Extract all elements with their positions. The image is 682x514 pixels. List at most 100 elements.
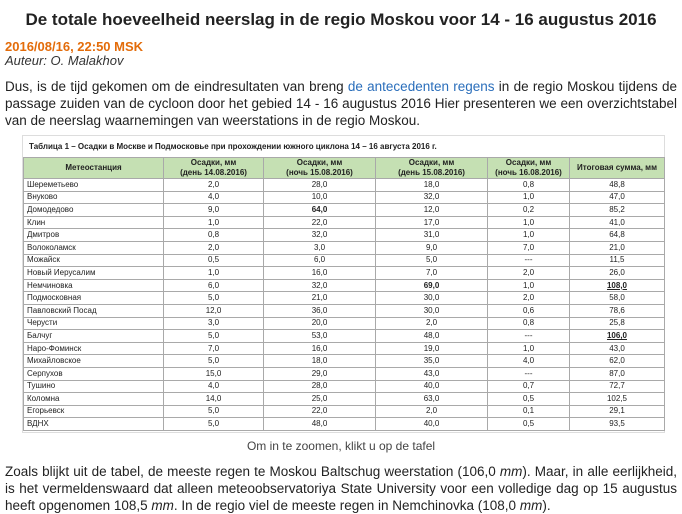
cell: Балчуг (23, 329, 164, 343)
cell: 69,0 (375, 278, 488, 293)
cell: --- (487, 253, 570, 268)
cell: 0,5 (487, 392, 570, 406)
cell: Коломна (23, 392, 164, 406)
cell: 7,0 (487, 240, 570, 255)
text: ). Maar, in alle eerlijkheid, is het ver… (5, 464, 677, 513)
cell: ВДНХ (23, 417, 164, 431)
row: Балчуг 5,0 53,0 48,0 --- 106,0 (23, 329, 665, 343)
cell: 0,7 (487, 379, 570, 394)
cell: 47,0 (569, 190, 665, 205)
cell: 64,8 (569, 228, 665, 242)
cell: 7,0 (163, 341, 264, 356)
cell: 0,8 (163, 228, 264, 242)
cell: 87,0 (569, 366, 665, 381)
cell: 12,0 (375, 203, 488, 217)
cell: 2,0 (487, 291, 570, 305)
cell: 7,0 (375, 266, 488, 280)
row: Наро-Фоминск 7,0 16,0 19,0 1,0 43,0 (23, 341, 665, 356)
cell: 72,7 (569, 379, 665, 394)
cell: 16,0 (263, 266, 376, 280)
cell: 64,0 (263, 203, 376, 217)
cell: 2,0 (375, 404, 488, 419)
row: Серпухов 15,0 29,0 43,0 --- 87,0 (23, 366, 665, 381)
cell: 26,0 (569, 266, 665, 280)
row: Можайск 0,5 6,0 5,0 --- 11,5 (23, 253, 665, 268)
cell: 36,0 (263, 303, 376, 318)
date: 2016/08/16, 22:50 MSK (5, 39, 144, 54)
unit: mm (499, 464, 523, 479)
cell: 48,8 (569, 178, 665, 192)
cell: Можайск (23, 253, 164, 268)
header-text: (день 15.08.2016) (398, 168, 465, 177)
cell: 0,2 (487, 203, 570, 217)
cell: 0,6 (487, 303, 570, 318)
cell: 85,2 (569, 203, 665, 217)
row: ВДНХ 5,0 48,0 40,0 0,5 93,5 (23, 417, 665, 431)
cell: Шереметьево (23, 178, 164, 192)
cell: Подмосковная (23, 291, 164, 305)
row: Подмосковная 5,0 21,0 30,0 2,0 58,0 (23, 291, 665, 305)
cell: 30,0 (375, 291, 488, 305)
cell: 58,0 (569, 291, 665, 305)
header-text: Метеостанция (65, 163, 122, 172)
cell: 0,1 (487, 404, 570, 419)
cell: Новый Иерусалим (23, 266, 164, 280)
row: Черусти 3,0 20,0 2,0 0,8 25,8 (23, 316, 665, 331)
cell: 19,0 (375, 341, 488, 356)
cell: 20,0 (263, 316, 376, 331)
cell: 6,0 (163, 278, 264, 293)
row: Павловский Посад 12,0 36,0 30,0 0,6 78,6 (23, 303, 665, 318)
cell: 48,0 (263, 417, 376, 431)
cell: 1,0 (163, 215, 264, 230)
header-text: Осадки, мм (190, 158, 237, 168)
cell: 43,0 (375, 366, 488, 381)
cell: 14,0 (163, 392, 264, 406)
cell: Дмитров (23, 228, 164, 242)
cell: Внуково (23, 190, 164, 205)
cell: 5,0 (163, 329, 264, 343)
cell: 1,0 (487, 190, 570, 205)
cell: 9,0 (163, 203, 264, 217)
row: Клин 1,0 22,0 17,0 1,0 41,0 (23, 215, 665, 230)
cell: 21,0 (569, 240, 665, 255)
cell: 5,0 (163, 291, 264, 305)
cell: 62,0 (569, 354, 665, 368)
cell: 32,0 (263, 278, 376, 293)
text: in de regio Moskou tijdens de passage zu… (5, 79, 677, 128)
header-text: Осадки, мм (296, 158, 343, 168)
cell: 18,0 (375, 178, 488, 192)
intro: Dus, is de tijd gekomen om de eindresult… (5, 78, 677, 129)
cell: Тушино (23, 379, 164, 394)
header-cell: Осадки, мм (ночь 15.08.2016) (263, 157, 376, 179)
text: Zoals blijkt uit de tabel, de meeste reg… (5, 464, 500, 479)
cell: 1,0 (487, 278, 570, 293)
cell: 4,0 (163, 379, 264, 394)
link[interactable]: de antecedenten regens (347, 79, 495, 94)
row: Немчиновка 6,0 32,0 69,0 1,0 108,0 (23, 278, 665, 293)
row: Михайловское 5,0 18,0 35,0 4,0 62,0 (23, 354, 665, 368)
header-text: (день 14.08.2016) (180, 168, 247, 177)
cell: 30,0 (375, 303, 488, 318)
row: Дмитров 0,8 32,0 31,0 1,0 64,8 (23, 228, 665, 242)
header-text: (ночь 15.08.2016) (286, 168, 353, 177)
cell: 43,0 (569, 341, 665, 356)
text: ). (542, 498, 551, 513)
cell: 53,0 (263, 329, 376, 343)
header-text: Итоговая сумма, мм (577, 163, 657, 172)
cell: 41,0 (569, 215, 665, 230)
header-cell: Осадки, мм (ночь 16.08.2016) (487, 157, 570, 179)
zoom-note: Om in te zoomen, klikt u op de tafel (246, 439, 436, 453)
cell: 12,0 (163, 303, 264, 318)
header-cell: Осадки, мм (день 14.08.2016) (163, 157, 264, 179)
cell: 28,0 (263, 178, 376, 192)
cell: 32,0 (263, 228, 376, 242)
cell: Михайловское (23, 354, 164, 368)
cell: 15,0 (163, 366, 264, 381)
cell: 1,0 (487, 341, 570, 356)
table-caption: Таблица 1 – Осадки в Москве и Подмосковь… (29, 142, 437, 151)
header-cell: Метеостанция (23, 157, 164, 179)
text: Dus, is de tijd gekomen om de eindresult… (5, 79, 348, 94)
cell: 28,0 (263, 379, 376, 394)
table-image[interactable]: Таблица 1 – Осадки в Москве и Подмосковь… (22, 135, 665, 433)
